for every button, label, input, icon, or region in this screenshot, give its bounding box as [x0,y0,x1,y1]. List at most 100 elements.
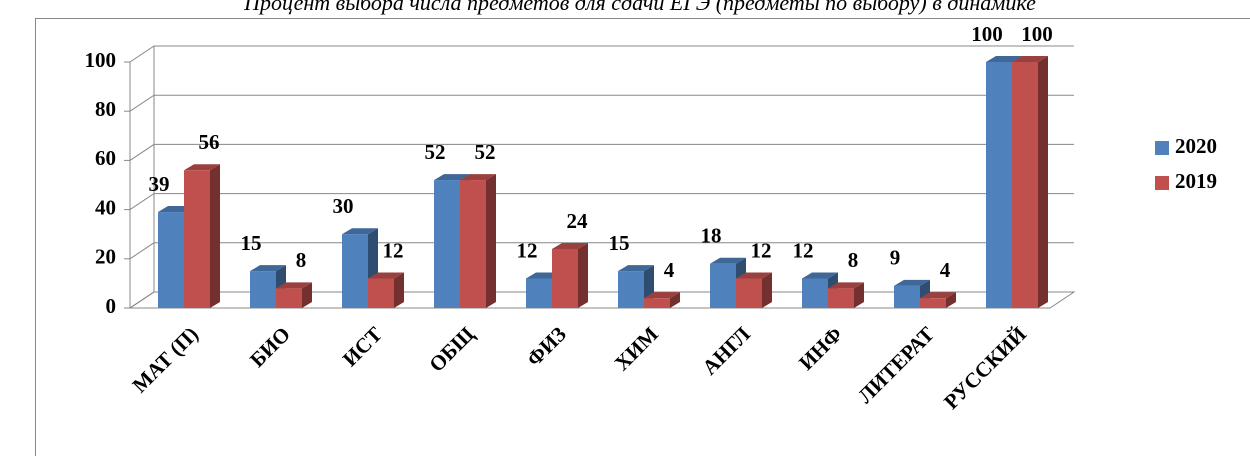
legend-label: 2019 [1175,169,1217,193]
bar-front [644,298,670,308]
bar-top [828,282,864,289]
bar-side [394,272,404,308]
bar-top [986,56,1022,62]
legend-label: 2020 [1175,134,1217,158]
bar-top [250,265,286,272]
bar [276,282,312,308]
bar-side [578,242,588,308]
grid-line [129,193,1074,211]
bar [736,272,772,308]
bar-front [434,180,460,308]
bar-front [828,288,854,308]
bar [1012,56,1048,308]
value-label: 15 [241,231,262,255]
value-label: 24 [567,209,589,233]
x-tick-label: РУССКИЙ [939,322,1031,414]
bar-top [618,265,654,272]
x-tick-label: ИНФ [794,322,847,375]
x-tick-label: ЛИТЕРАТ [853,322,939,408]
value-label: 9 [890,246,901,270]
bar-front [802,278,828,308]
x-tick-label: АНГЛ [697,322,755,380]
bar-side [854,282,864,308]
bar-front [526,278,552,308]
legend-swatch [1155,176,1169,190]
bar-front [736,278,762,308]
bar [460,174,496,308]
bar-side [670,292,680,308]
bar-side [486,174,496,308]
bar-top [342,228,378,235]
bar-front [552,248,578,308]
value-label: 12 [751,238,772,262]
y-tick-label: 60 [95,146,116,170]
y-tick-label: 0 [106,294,117,318]
bar-top [368,272,404,279]
bar-top [644,292,680,299]
grid-line [129,45,1074,63]
x-tick-label: ОБЩ [424,322,479,377]
legend-swatch [1155,141,1169,155]
bar-front [342,234,368,308]
bar-front [276,288,302,308]
x-tick-label: ФИЗ [522,322,571,371]
bar-front [368,278,394,308]
bar-top [920,292,956,299]
bar [368,272,404,308]
bar-top [894,279,930,286]
value-label: 8 [848,248,859,272]
bar-side [302,282,312,308]
bar-top [1012,56,1048,62]
bar-front [184,170,210,308]
bar-front [920,298,946,308]
bar-top [710,257,746,264]
y-tick-label: 80 [95,97,116,121]
bar-side [762,272,772,308]
y-tick-label: 20 [95,245,116,269]
bar-front [250,271,276,308]
bar [920,292,956,308]
bar-top [802,272,838,279]
x-tick-label: МАТ (П) [127,322,202,397]
bar [184,164,220,308]
value-label: 52 [425,140,446,164]
value-label: 56 [199,130,220,154]
value-label: 12 [517,238,538,262]
bar [552,242,588,308]
value-label: 4 [664,258,675,282]
y-tick-label: 100 [85,48,117,72]
value-label: 30 [333,194,354,218]
value-label: 15 [609,231,630,255]
bar-side [1038,56,1048,308]
bar [644,292,680,308]
bar-side [210,164,220,308]
grid-line [129,143,1074,161]
grid-line [129,242,1074,260]
bar [828,282,864,308]
bar-top [552,242,588,249]
grid-line [129,94,1074,112]
value-label: 100 [1021,22,1053,46]
bar-front [460,180,486,308]
bar-side [946,292,956,308]
chart-title: Процент выбора числа предметов для сдачи… [243,0,1036,15]
bar-front [1012,62,1038,308]
bar-top [434,174,470,181]
x-tick-label: БИО [245,322,295,372]
x-tick-label: ХИМ [610,322,663,375]
x-tick-label: ИСТ [338,322,387,371]
value-label: 100 [971,22,1003,46]
bar-front [710,263,736,308]
bar-top [460,174,496,181]
value-label: 4 [940,258,951,282]
value-label: 8 [296,248,307,272]
bar-front [894,285,920,308]
bar-front [618,271,644,308]
value-label: 18 [701,224,722,248]
value-label: 52 [475,140,496,164]
chart-frame [35,18,1250,456]
y-tick-label: 40 [95,195,116,219]
bar-top [276,282,312,289]
value-label: 12 [383,238,404,262]
